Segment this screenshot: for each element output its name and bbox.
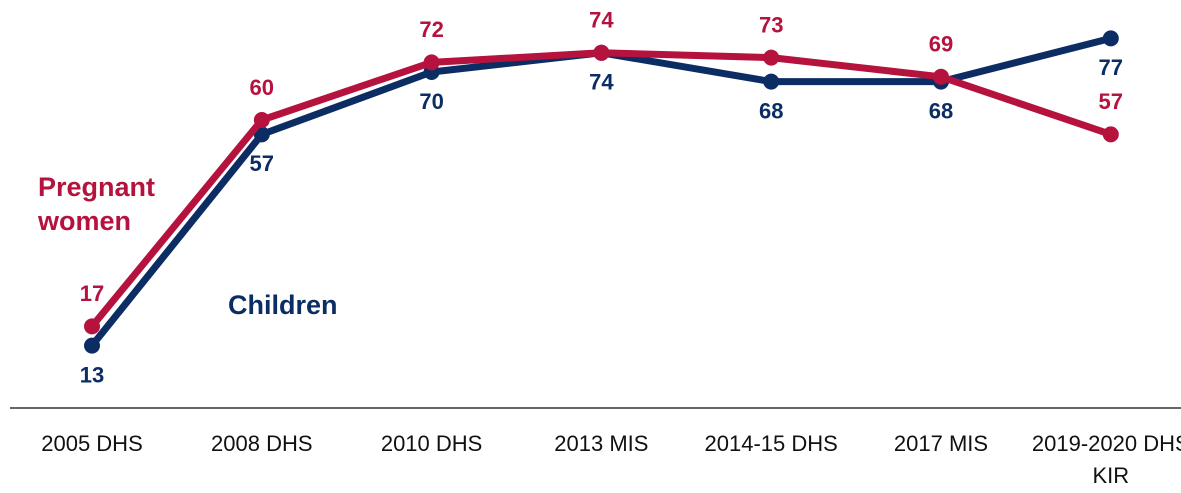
- data-point: [593, 44, 610, 61]
- x-tick-label: 2013 MIS: [554, 431, 649, 456]
- data-label: 74: [589, 70, 614, 95]
- series-label: Pregnant women: [38, 172, 156, 236]
- data-label: 73: [759, 12, 783, 37]
- data-label: 68: [759, 98, 783, 123]
- x-tick-label: 2014-15 DHS: [704, 431, 838, 456]
- data-point: [84, 318, 100, 335]
- series-label: Children: [228, 290, 338, 320]
- data-point: [253, 126, 270, 143]
- data-point: [253, 112, 270, 128]
- data-point: [1102, 30, 1119, 47]
- data-label: 13: [80, 362, 104, 387]
- data-point: [1102, 126, 1119, 143]
- data-label: 57: [250, 151, 274, 176]
- data-point: [763, 73, 780, 90]
- data-point: [84, 337, 100, 354]
- data-label: 74: [589, 8, 614, 33]
- data-label: 77: [1099, 55, 1123, 80]
- x-tick-label: 2008 DHS: [211, 431, 313, 456]
- data-label: 72: [419, 17, 443, 42]
- x-tick-label: 2019-2020 DHS KIR: [1031, 431, 1181, 488]
- data-label: 69: [929, 32, 953, 57]
- data-point: [763, 49, 780, 66]
- x-tick-label: 2017 MIS: [893, 431, 989, 456]
- data-label: 60: [250, 75, 274, 100]
- data-label: 70: [419, 89, 443, 114]
- x-tick-label: 2010 DHS: [380, 431, 483, 456]
- data-label: 17: [80, 281, 104, 306]
- data-point: [933, 68, 949, 85]
- data-label: 57: [1099, 89, 1123, 114]
- data-point: [423, 54, 440, 71]
- data-label: 68: [929, 98, 953, 123]
- x-tick-label: 2005 DHS: [41, 431, 143, 456]
